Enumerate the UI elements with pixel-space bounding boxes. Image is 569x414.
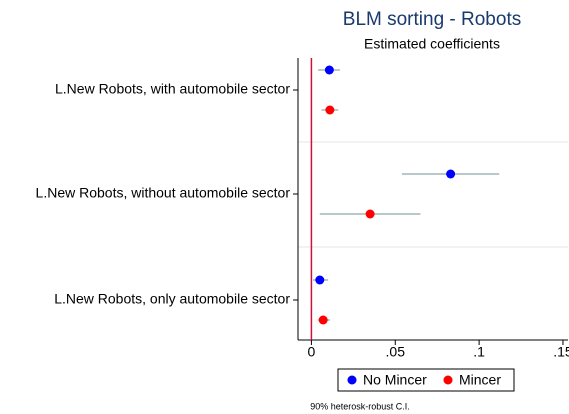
- note: 90% heterosk-robust C.I.: [310, 401, 410, 411]
- y-tick-label: L.New Robots, without automobile sector: [36, 185, 291, 201]
- chart-subtitle: Estimated coefficients: [364, 36, 500, 52]
- chart-title: BLM sorting - Robots: [343, 9, 521, 30]
- point: [365, 209, 375, 219]
- point: [315, 275, 325, 285]
- x-tick-label: .05: [386, 344, 406, 360]
- legend-label: No Mincer: [363, 372, 427, 388]
- legend-marker: [347, 375, 357, 385]
- point: [446, 169, 456, 179]
- legend-marker: [443, 375, 453, 385]
- y-tick-label: L.New Robots, with automobile sector: [55, 81, 290, 97]
- legend-box: [337, 368, 515, 392]
- legend-label: Mincer: [459, 372, 501, 388]
- point: [318, 315, 328, 325]
- y-tick-label: L.New Robots, only automobile sector: [54, 291, 290, 307]
- x-tick-label: .15: [553, 344, 569, 360]
- x-tick-label: .1: [473, 344, 485, 360]
- point: [324, 65, 334, 75]
- point: [325, 105, 335, 115]
- x-tick-label: 0: [308, 344, 316, 360]
